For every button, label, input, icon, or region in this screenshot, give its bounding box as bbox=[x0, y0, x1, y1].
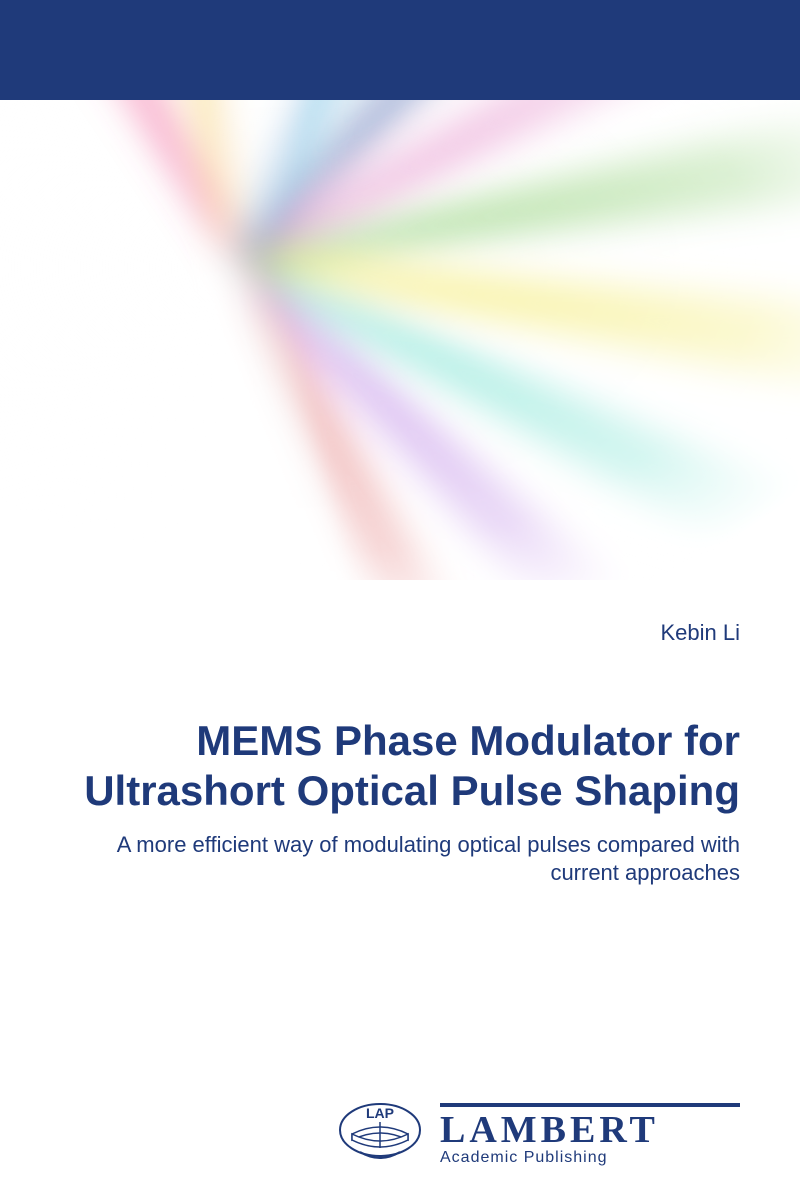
publisher-block: LAP LAMBERT Academic Publishing bbox=[60, 1100, 740, 1170]
cover-artwork bbox=[0, 100, 800, 580]
publisher-text: LAMBERT Academic Publishing bbox=[440, 1103, 740, 1167]
book-cover: Kebin Li MEMS Phase Modulator for Ultras… bbox=[0, 0, 800, 1200]
author-name: Kebin Li bbox=[60, 620, 740, 646]
book-title: MEMS Phase Modulator for Ultrashort Opti… bbox=[60, 716, 740, 817]
publisher-logo-icon: LAP bbox=[336, 1100, 424, 1170]
content-area: Kebin Li MEMS Phase Modulator for Ultras… bbox=[0, 580, 800, 1200]
publisher-name: LAMBERT bbox=[440, 1111, 740, 1149]
book-subtitle: A more efficient way of modulating optic… bbox=[60, 831, 740, 888]
top-band bbox=[0, 0, 800, 100]
publisher-tagline: Academic Publishing bbox=[440, 1149, 740, 1167]
publisher-badge-text: LAP bbox=[366, 1105, 394, 1121]
